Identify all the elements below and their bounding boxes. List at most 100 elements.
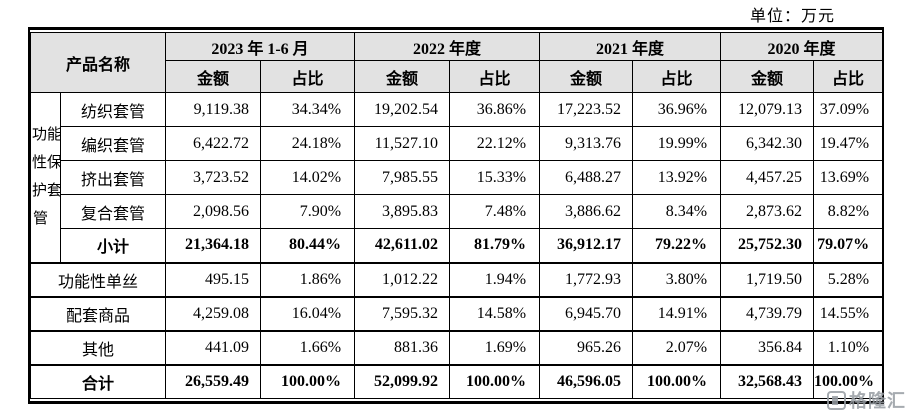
ratio-cell: 14.58% <box>449 295 541 331</box>
ratio-cell: 13.69% <box>813 160 884 195</box>
table-row: 编织套管 6,422.72 24.18% 11,527.10 22.12% 9,313.7… <box>31 126 884 161</box>
group-label-line: 性保 <box>32 154 60 171</box>
amount-cell: 32,568.43 <box>720 363 815 399</box>
ratio-cell: 5.28% <box>813 261 884 297</box>
period-header-2: 2021 年度 <box>539 32 722 61</box>
amount-cell: 19,202.54 <box>354 92 451 127</box>
ratio-cell: 1.94% <box>449 261 541 297</box>
product-name-cell: 编织套管 <box>59 126 167 161</box>
amount-header: 金额 <box>539 60 634 93</box>
product-name-cell: 复合套管 <box>59 194 167 229</box>
amount-cell: 6,488.27 <box>539 160 634 195</box>
table-row: 功能性单丝 495.15 1.86% 1,012.22 1.94% 1,772.93 3.8… <box>29 261 884 297</box>
table-row: 配套商品 4,259.08 16.04% 7,595.32 14.58% 6,945.70… <box>29 295 884 331</box>
ratio-cell: 37.09% <box>813 92 884 127</box>
amount-cell: 441.09 <box>165 329 262 365</box>
table-row: 其他 441.09 1.66% 881.36 1.69% 965.26 2.07% 356.8… <box>29 329 884 365</box>
amount-cell: 21,364.18 <box>165 228 262 263</box>
ratio-header: 占比 <box>260 60 356 93</box>
ratio-cell: 34.34% <box>260 92 356 127</box>
amount-cell: 4,457.25 <box>720 160 815 195</box>
table-row: 挤出套管 3,723.52 14.02% 7,985.55 15.33% 6,488.27… <box>31 160 884 195</box>
product-name-cell: 配套商品 <box>29 295 167 331</box>
ratio-header: 占比 <box>449 60 541 93</box>
amount-cell: 46,596.05 <box>539 363 634 399</box>
amount-cell: 6,945.70 <box>539 295 634 331</box>
revenue-table-wrap: 产品名称 2023 年 1-6 月 2022 年度 2021 年度 2020 年度 金额占… <box>28 27 884 404</box>
amount-cell: 965.26 <box>539 329 634 365</box>
ratio-cell: 3.80% <box>632 261 722 297</box>
amount-cell: 9,313.76 <box>539 126 634 161</box>
ratio-cell: 14.55% <box>813 295 884 331</box>
table-header: 产品名称 2023 年 1-6 月 2022 年度 2021 年度 2020 年度 金额占… <box>29 32 884 93</box>
period-header-0: 2023 年 1-6 月 <box>165 32 356 61</box>
ratio-cell: 80.44% <box>260 228 356 263</box>
amount-cell: 4,259.08 <box>165 295 262 331</box>
ratio-cell: 1.66% <box>260 329 356 365</box>
ratio-cell: 19.47% <box>813 126 884 161</box>
amount-cell: 495.15 <box>165 261 262 297</box>
product-name-cell: 其他 <box>29 329 167 365</box>
amount-cell: 7,985.55 <box>354 160 451 195</box>
amount-cell: 9,119.38 <box>165 92 262 127</box>
ratio-cell: 22.12% <box>449 126 541 161</box>
product-name-header: 产品名称 <box>29 32 167 93</box>
amount-cell: 11,527.10 <box>354 126 451 161</box>
amount-header: 金额 <box>165 60 262 93</box>
amount-cell: 3,895.83 <box>354 194 451 229</box>
period-header-1: 2022 年度 <box>354 32 541 61</box>
amount-cell: 6,342.30 <box>720 126 815 161</box>
amount-cell: 6,422.72 <box>165 126 262 161</box>
ratio-cell: 7.90% <box>260 194 356 229</box>
ratio-header: 占比 <box>813 60 884 93</box>
amount-cell: 25,752.30 <box>720 228 815 263</box>
amount-header: 金额 <box>354 60 451 93</box>
ratio-cell: 15.33% <box>449 160 541 195</box>
ratio-cell: 19.99% <box>632 126 722 161</box>
amount-cell: 52,099.92 <box>354 363 451 399</box>
group-label-line: 管 <box>33 210 49 227</box>
ratio-cell: 24.18% <box>260 126 356 161</box>
watermark-gelonghui: 格隆汇 <box>827 387 906 413</box>
ratio-cell: 8.34% <box>632 194 722 229</box>
table-body: 功能性保护套管纺织套管9,119.3834.34%19,202.5436.86%… <box>29 92 884 399</box>
ratio-cell: 7.48% <box>449 194 541 229</box>
ratio-cell: 2.07% <box>632 329 722 365</box>
period-header-3: 2020 年度 <box>720 32 884 61</box>
product-name-cell: 小计 <box>59 228 167 263</box>
group-label-line: 护套 <box>32 182 60 199</box>
ratio-cell: 36.96% <box>632 92 722 127</box>
product-name-cell: 挤出套管 <box>59 160 167 195</box>
group-label-line: 功能 <box>32 126 60 143</box>
table-row: 小计 21,364.18 80.44% 42,611.02 81.79% 36,912.1… <box>31 228 884 263</box>
amount-cell: 4,739.79 <box>720 295 815 331</box>
ratio-cell: 8.82% <box>813 194 884 229</box>
amount-cell: 7,595.32 <box>354 295 451 331</box>
table-row: 复合套管 2,098.56 7.90% 3,895.83 7.48% 3,886.62 8.… <box>31 194 884 229</box>
amount-cell: 3,886.62 <box>539 194 634 229</box>
ratio-cell: 79.22% <box>632 228 722 263</box>
table-row: 合计 26,559.49 100.00% 52,099.92 100.00% 46,596… <box>29 363 884 399</box>
product-name-cell: 功能性单丝 <box>29 261 167 297</box>
revenue-by-product-table: 产品名称 2023 年 1-6 月 2022 年度 2021 年度 2020 年度 金额占… <box>29 32 884 399</box>
amount-cell: 2,098.56 <box>165 194 262 229</box>
amount-cell: 42,611.02 <box>354 228 451 263</box>
amount-cell: 356.84 <box>720 329 815 365</box>
amount-cell: 881.36 <box>354 329 451 365</box>
ratio-cell: 100.00% <box>813 363 884 399</box>
amount-cell: 1,719.50 <box>720 261 815 297</box>
amount-cell: 1,012.22 <box>354 261 451 297</box>
ratio-cell: 100.00% <box>260 363 356 399</box>
ratio-header: 占比 <box>632 60 722 93</box>
amount-cell: 36,912.17 <box>539 228 634 263</box>
unit-label: 单位：万元 <box>749 8 835 25</box>
ratio-cell: 1.69% <box>449 329 541 365</box>
ratio-cell: 81.79% <box>449 228 541 263</box>
ratio-cell: 1.10% <box>813 329 884 365</box>
amount-cell: 12,079.13 <box>720 92 815 127</box>
ratio-cell: 79.07% <box>813 228 884 263</box>
ratio-cell: 13.92% <box>632 160 722 195</box>
amount-cell: 1,772.93 <box>539 261 634 297</box>
amount-cell: 17,223.52 <box>539 92 634 127</box>
amount-cell: 3,723.52 <box>165 160 262 195</box>
